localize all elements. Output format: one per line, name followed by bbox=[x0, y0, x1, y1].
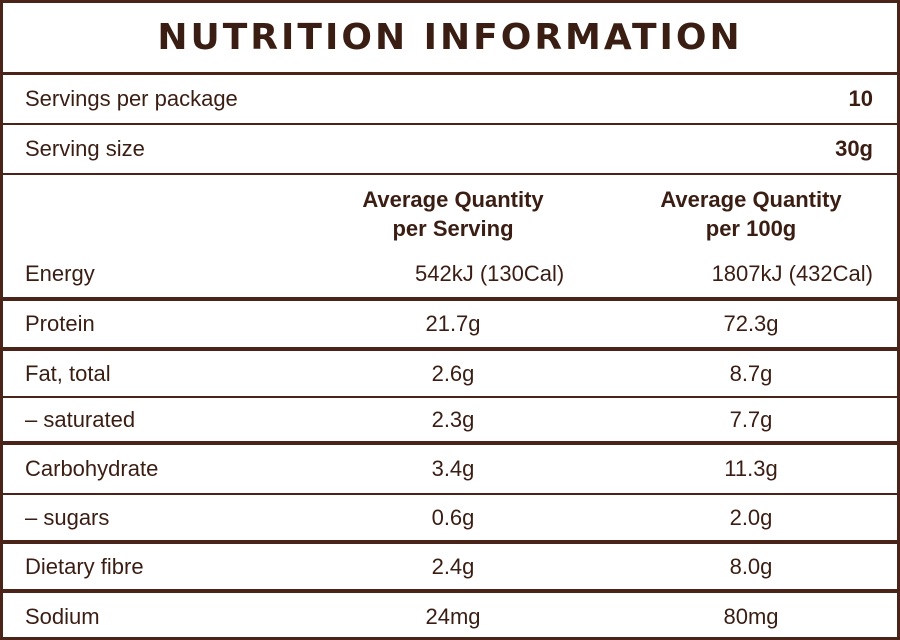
column-header-row: Average Quantity per Serving Average Qua… bbox=[3, 175, 897, 251]
per-serving-value: 24mg bbox=[425, 603, 481, 629]
per-100g-value: 80mg bbox=[723, 603, 779, 629]
panel-title: NUTRITION INFORMATION bbox=[3, 3, 897, 75]
per-serving-value: 2.6g bbox=[431, 360, 475, 386]
per-100g-value: 1807kJ (432Cal) bbox=[711, 261, 873, 286]
per-100g-value: 7.7g bbox=[729, 406, 773, 432]
per-serving-value: 21.7g bbox=[425, 311, 481, 336]
table-row: Dietary fibre 2.4g 8.0g bbox=[3, 544, 897, 593]
per-serving-value: 542kJ (130Cal) bbox=[415, 261, 565, 286]
per-100g-value: 8.0g bbox=[729, 553, 773, 579]
nutrient-label: Sodium bbox=[25, 603, 100, 629]
table-row: – saturated 2.3g 7.7g bbox=[3, 398, 897, 445]
nutrient-label: – sugars bbox=[25, 504, 110, 530]
per-100g-header-line1: Average Quantity bbox=[660, 187, 842, 212]
table-row: Carbohydrate 3.4g 11.3g bbox=[3, 445, 897, 495]
per-100g-value: 72.3g bbox=[723, 311, 779, 336]
table-row: Fat, total 2.6g 8.7g bbox=[3, 351, 897, 398]
per-serving-value: 3.4g bbox=[431, 456, 475, 481]
nutrient-label: Dietary fibre bbox=[25, 553, 144, 579]
per-serving-value: 0.6g bbox=[431, 504, 475, 530]
serving-size-label: Serving size bbox=[25, 136, 145, 161]
per-serving-header: Average Quantity per Serving bbox=[303, 185, 603, 243]
nutrient-label: Protein bbox=[25, 311, 95, 336]
per-100g-value: 2.0g bbox=[729, 504, 773, 530]
serving-size-row: Serving size 30g bbox=[3, 125, 897, 175]
servings-row: Servings per package 10 bbox=[3, 75, 897, 125]
table-row: Protein 21.7g 72.3g bbox=[3, 301, 897, 351]
per-100g-header-line2: per 100g bbox=[705, 216, 797, 241]
servings-label: Servings per package bbox=[25, 86, 238, 111]
per-100g-value: 8.7g bbox=[729, 360, 773, 386]
nutrient-label: Carbohydrate bbox=[25, 456, 159, 481]
nutrient-label: – saturated bbox=[25, 406, 136, 432]
per-100g-value: 11.3g bbox=[724, 456, 778, 481]
per-serving-value: 2.3g bbox=[431, 406, 475, 432]
table-row: Sodium 24mg 80mg bbox=[3, 593, 897, 640]
servings-value: 10 bbox=[848, 86, 873, 111]
per-100g-header: Average Quantity per 100g bbox=[601, 185, 900, 243]
table-row: – sugars 0.6g 2.0g bbox=[3, 495, 897, 544]
per-serving-header-line2: per Serving bbox=[392, 216, 514, 241]
panel-title-text: NUTRITION INFORMATION bbox=[157, 17, 743, 58]
serving-size-value: 30g bbox=[835, 136, 873, 161]
per-serving-value: 2.4g bbox=[431, 553, 475, 579]
nutrient-label: Fat, total bbox=[25, 360, 111, 386]
nutrient-label: Energy bbox=[25, 261, 95, 286]
per-serving-header-line1: Average Quantity bbox=[362, 187, 544, 212]
table-row: Energy 542kJ (130Cal) 1807kJ (432Cal) bbox=[3, 251, 897, 301]
